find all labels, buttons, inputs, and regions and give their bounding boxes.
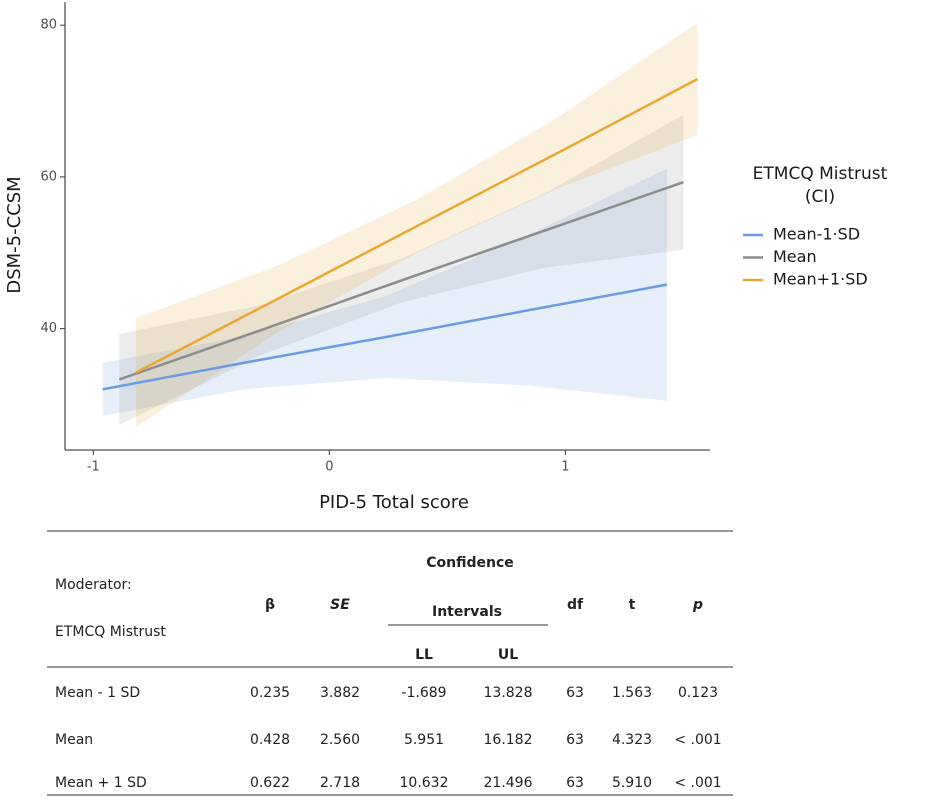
- table-cell: 5.951: [404, 732, 444, 748]
- y-tick-label: 60: [40, 169, 57, 184]
- ci-band: [102, 168, 667, 416]
- table-cell: 3.882: [320, 685, 360, 701]
- line: [102, 283, 668, 391]
- legend-label: Mean-1·SD: [773, 225, 860, 244]
- table-header: t: [629, 597, 636, 613]
- table-cell: 1.563: [612, 685, 652, 701]
- table-header: Moderator:: [55, 577, 132, 593]
- table-header: ETMCQ Mistrust: [55, 624, 166, 640]
- table-cell: Mean + 1 SD: [55, 775, 147, 791]
- table-cell: 4.323: [612, 732, 652, 748]
- table-header: p: [692, 597, 703, 613]
- legend-label: Mean+1·SD: [773, 270, 868, 289]
- table-cell: 16.182: [484, 732, 533, 748]
- table-cell: 5.910: [612, 775, 652, 791]
- table-cell: 63: [566, 775, 584, 791]
- table-cell: 10.632: [400, 775, 449, 791]
- legend-title: ETMCQ Mistrust (CI): [752, 164, 888, 207]
- line: [118, 181, 684, 381]
- table-cell: 0.235: [250, 685, 290, 701]
- x-axis-title: PID-5 Total score: [319, 492, 469, 513]
- x-tick-label: 0: [325, 460, 333, 475]
- ci-band: [119, 114, 684, 425]
- table-cell: 0.622: [250, 775, 290, 791]
- table-cell: Mean: [55, 732, 93, 748]
- x-tick-label: 1: [561, 460, 569, 475]
- legend-label: Mean: [773, 247, 817, 266]
- table-header: df: [567, 597, 584, 613]
- table-cell: 21.496: [484, 775, 533, 791]
- table-cell: Mean - 1 SD: [55, 685, 140, 701]
- table-header: Intervals: [432, 604, 502, 620]
- table-cell: 13.828: [484, 685, 533, 701]
- y-axis-title: DSM-5-CCSM: [4, 176, 25, 293]
- table-cell: -1.689: [401, 685, 446, 701]
- y-tick-label: 80: [40, 18, 57, 33]
- x-tick-label: -1: [87, 460, 100, 475]
- table-cell: 2.718: [320, 775, 360, 791]
- table-cell: 63: [566, 732, 584, 748]
- table-cell: 2.560: [320, 732, 360, 748]
- table-cell: < .001: [674, 775, 721, 791]
- table-header: UL: [498, 647, 518, 663]
- table-header: SE: [330, 597, 350, 613]
- table-cell: 63: [566, 685, 584, 701]
- y-tick-label: 40: [40, 321, 57, 336]
- table-cell: 0.428: [250, 732, 290, 748]
- table-cell: 0.123: [678, 685, 718, 701]
- table-cell: < .001: [674, 732, 721, 748]
- table-header: β: [265, 597, 275, 613]
- table-header: LL: [415, 647, 433, 663]
- table-header: Confidence: [426, 555, 514, 571]
- line: [135, 77, 699, 374]
